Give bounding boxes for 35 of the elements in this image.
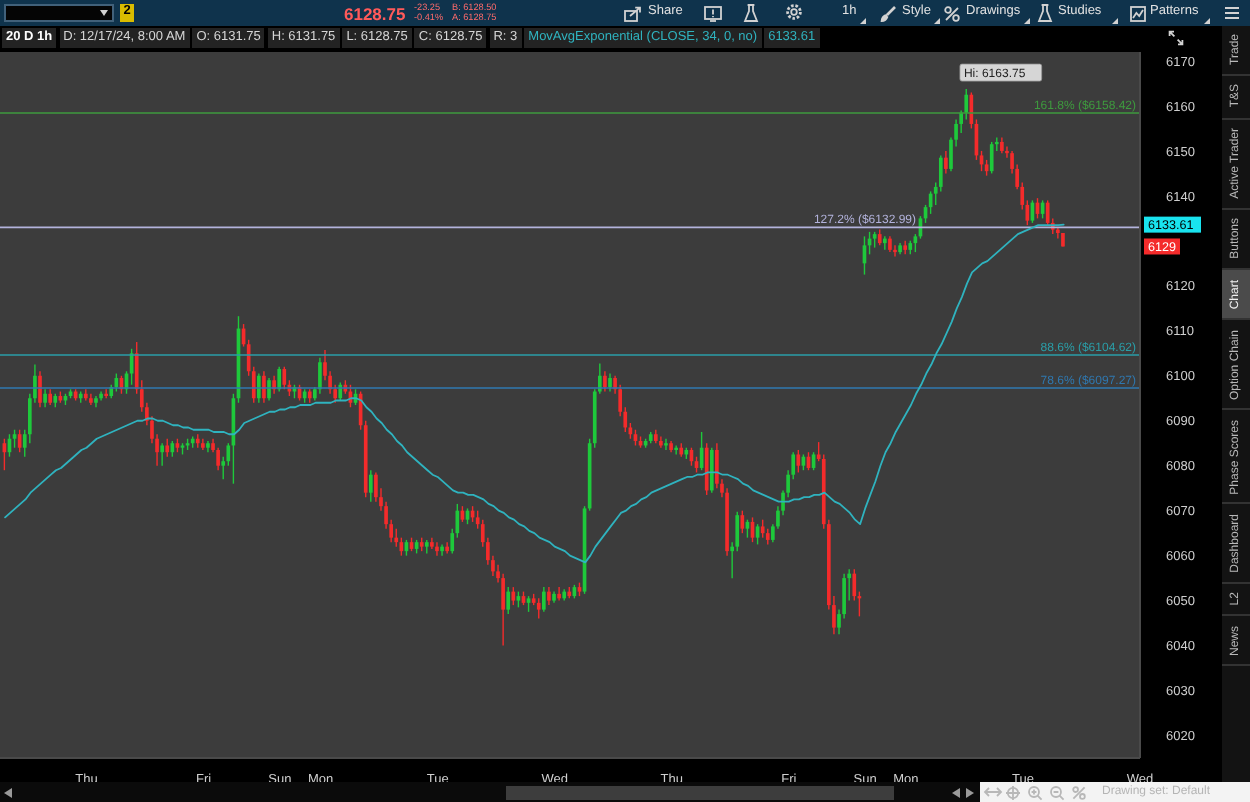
candlestick — [83, 388, 88, 402]
candlestick — [709, 447, 714, 494]
candlestick — [277, 366, 282, 393]
candlestick — [796, 449, 801, 474]
candlestick — [704, 442, 709, 496]
candlestick — [740, 509, 745, 534]
candlestick — [664, 438, 668, 451]
candlestick — [435, 541, 439, 557]
candlestick — [536, 597, 541, 620]
candlestick — [368, 469, 373, 503]
candlestick — [674, 444, 678, 456]
candlestick — [944, 150, 948, 175]
candlestick — [257, 372, 261, 404]
candlestick — [501, 572, 505, 647]
candlestick — [216, 447, 220, 471]
candlestick — [160, 442, 164, 467]
candlestick — [262, 370, 266, 404]
candlestick — [104, 388, 108, 399]
candlestick — [267, 377, 271, 402]
candlestick — [38, 370, 42, 408]
candlestick — [318, 357, 322, 395]
candlestick — [603, 370, 607, 393]
candlestick — [893, 244, 897, 258]
candlestick — [557, 586, 561, 602]
text: 6128.75 — [344, 3, 406, 23]
candlestick — [506, 586, 511, 615]
candlestick — [374, 471, 378, 503]
candlestick — [882, 235, 887, 251]
candlestick — [1056, 226, 1060, 240]
candlestick — [542, 586, 546, 613]
candlestick — [659, 435, 663, 449]
candlestick — [440, 543, 444, 557]
candlestick — [989, 141, 994, 175]
candlestick — [715, 442, 719, 489]
candlestick — [1045, 199, 1050, 226]
